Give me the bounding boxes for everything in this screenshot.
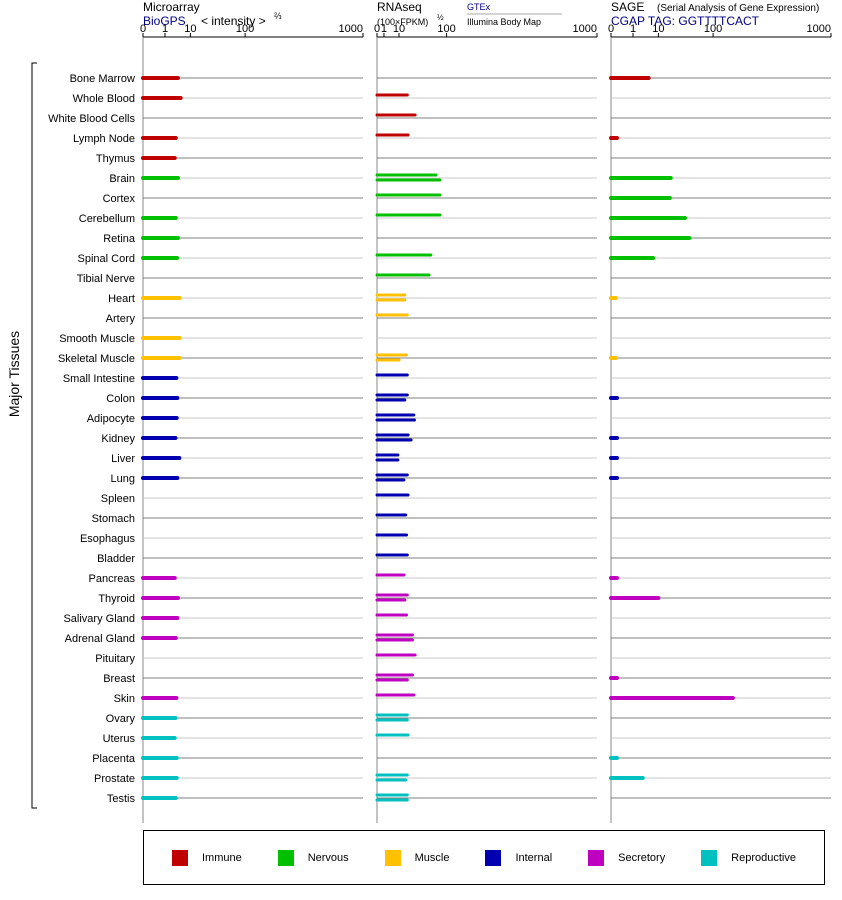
tissue-label: Adrenal Gland bbox=[65, 633, 135, 645]
legend-label: Secretory bbox=[618, 851, 666, 864]
y-axis-title: Major Tissues bbox=[6, 331, 22, 417]
tissue-label: Lung bbox=[111, 473, 135, 485]
legend: Immune Nervous Muscle Internal Secretory Repr… bbox=[143, 830, 825, 885]
tissue-label: White Blood Cells bbox=[48, 113, 135, 125]
panel-subtitle-sage: CGAP TAG: GGTTTTCACT bbox=[611, 14, 760, 28]
legend-item-muscle: Muscle bbox=[384, 849, 450, 866]
tissue-label: Spleen bbox=[101, 493, 135, 505]
panel-subtitle-rnaseq: (100×FPKM) bbox=[377, 17, 428, 27]
tissue-label: Esophagus bbox=[80, 533, 136, 545]
x-tick-label-microarray: 1 bbox=[162, 23, 168, 35]
tissue-label: Pancreas bbox=[89, 573, 136, 585]
tissue-label: Salivary Gland bbox=[63, 613, 135, 625]
panel-title-suffix-sage: (Serial Analysis of Gene Expression) bbox=[657, 3, 819, 14]
tissue-label: Brain bbox=[109, 173, 135, 185]
x-tick-label-rnaseq: 10 bbox=[393, 23, 405, 35]
x-tick-label-rnaseq: 1000 bbox=[573, 23, 597, 35]
panel-subtitle-microarray: BioGPS bbox=[143, 14, 186, 28]
legend-swatch bbox=[384, 849, 401, 866]
tissue-label: Ovary bbox=[106, 713, 136, 725]
tissue-label: Small Intestine bbox=[63, 373, 135, 385]
legend-label: Immune bbox=[201, 851, 242, 864]
tissue-label: Placenta bbox=[92, 753, 136, 765]
x-tick-label-sage: 0 bbox=[608, 23, 614, 35]
panel-subtitle-sup-rnaseq: ½ bbox=[437, 13, 444, 22]
legend-swatch bbox=[588, 849, 605, 866]
x-tick-label-sage: 10 bbox=[652, 23, 664, 35]
tissue-label: Pituitary bbox=[95, 653, 135, 665]
tissue-label: Smooth Muscle bbox=[59, 333, 135, 345]
legend-item-secretory: Secretory bbox=[588, 849, 666, 866]
label-illumina: Illumina Body Map bbox=[467, 17, 541, 27]
panel-subtitle2-microarray: < intensity > bbox=[201, 14, 266, 28]
legend-item-immune: Immune bbox=[171, 849, 242, 866]
tissue-label: Skeletal Muscle bbox=[58, 353, 135, 365]
legend-swatch bbox=[701, 849, 718, 866]
tissue-label: Cerebellum bbox=[79, 213, 135, 225]
tissue-label: Whole Blood bbox=[73, 93, 135, 105]
tissue-label: Spinal Cord bbox=[78, 253, 135, 265]
x-tick-label-sage: 100 bbox=[704, 23, 722, 35]
tissue-label: Skin bbox=[114, 693, 135, 705]
x-tick-label-sage: 1000 bbox=[807, 23, 831, 35]
tissue-label: Breast bbox=[103, 673, 135, 685]
y-axis-bracket bbox=[31, 62, 37, 809]
tissue-label: Heart bbox=[108, 293, 135, 305]
legend-label: Internal bbox=[515, 851, 553, 864]
legend-swatch bbox=[485, 849, 502, 866]
x-tick-label-rnaseq: 100 bbox=[437, 23, 455, 35]
panel-title-rnaseq: RNAseq bbox=[377, 0, 422, 14]
legend-item-nervous: Nervous bbox=[277, 849, 349, 866]
tissue-label: Kidney bbox=[101, 433, 135, 445]
x-tick-label-sage: 1 bbox=[630, 23, 636, 35]
tissue-label: Tibial Nerve bbox=[77, 273, 135, 285]
x-tick-label-microarray: 100 bbox=[236, 23, 254, 35]
x-tick-label-rnaseq: 0 bbox=[374, 23, 380, 35]
chart-canvas: Microarray BioGPS < intensity > ⅔ RNAseq… bbox=[6, 0, 832, 823]
tissue-label: Lymph Node bbox=[73, 133, 135, 145]
panel-title-microarray: Microarray bbox=[143, 0, 200, 14]
tissue-label: Bone Marrow bbox=[70, 73, 135, 85]
legend-label: Reproductive bbox=[731, 851, 796, 864]
tissue-label: Colon bbox=[106, 393, 135, 405]
tissue-label: Cortex bbox=[103, 193, 136, 205]
tissue-label: Prostate bbox=[94, 773, 135, 785]
label-gtex: GTEx bbox=[467, 2, 491, 12]
tissue-label: Artery bbox=[106, 313, 136, 325]
tissue-label: Stomach bbox=[92, 513, 135, 525]
tissue-label: Adipocyte bbox=[87, 413, 135, 425]
tissue-label: Bladder bbox=[97, 553, 135, 565]
tissue-label: Liver bbox=[111, 453, 135, 465]
legend-item-reproductive: Reproductive bbox=[701, 849, 796, 866]
legend-item-internal: Internal bbox=[485, 849, 553, 866]
x-tick-label-microarray: 10 bbox=[184, 23, 196, 35]
x-tick-label-microarray: 0 bbox=[140, 23, 146, 35]
tissue-label: Thyroid bbox=[98, 593, 135, 605]
tissue-label: Uterus bbox=[103, 733, 136, 745]
x-tick-label-microarray: 1000 bbox=[339, 23, 363, 35]
legend-label: Muscle bbox=[414, 851, 450, 864]
legend-swatch bbox=[277, 849, 294, 866]
legend-swatch bbox=[171, 849, 188, 866]
tissue-label: Thymus bbox=[96, 153, 136, 165]
panel-title-sage: SAGE bbox=[611, 0, 644, 14]
legend-label: Nervous bbox=[307, 851, 349, 864]
tissue-label: Retina bbox=[103, 233, 136, 245]
panel-subtitle2-sup-microarray: ⅔ bbox=[274, 11, 282, 21]
x-tick-label-rnaseq: 1 bbox=[381, 23, 387, 35]
tissue-label: Testis bbox=[107, 793, 136, 805]
